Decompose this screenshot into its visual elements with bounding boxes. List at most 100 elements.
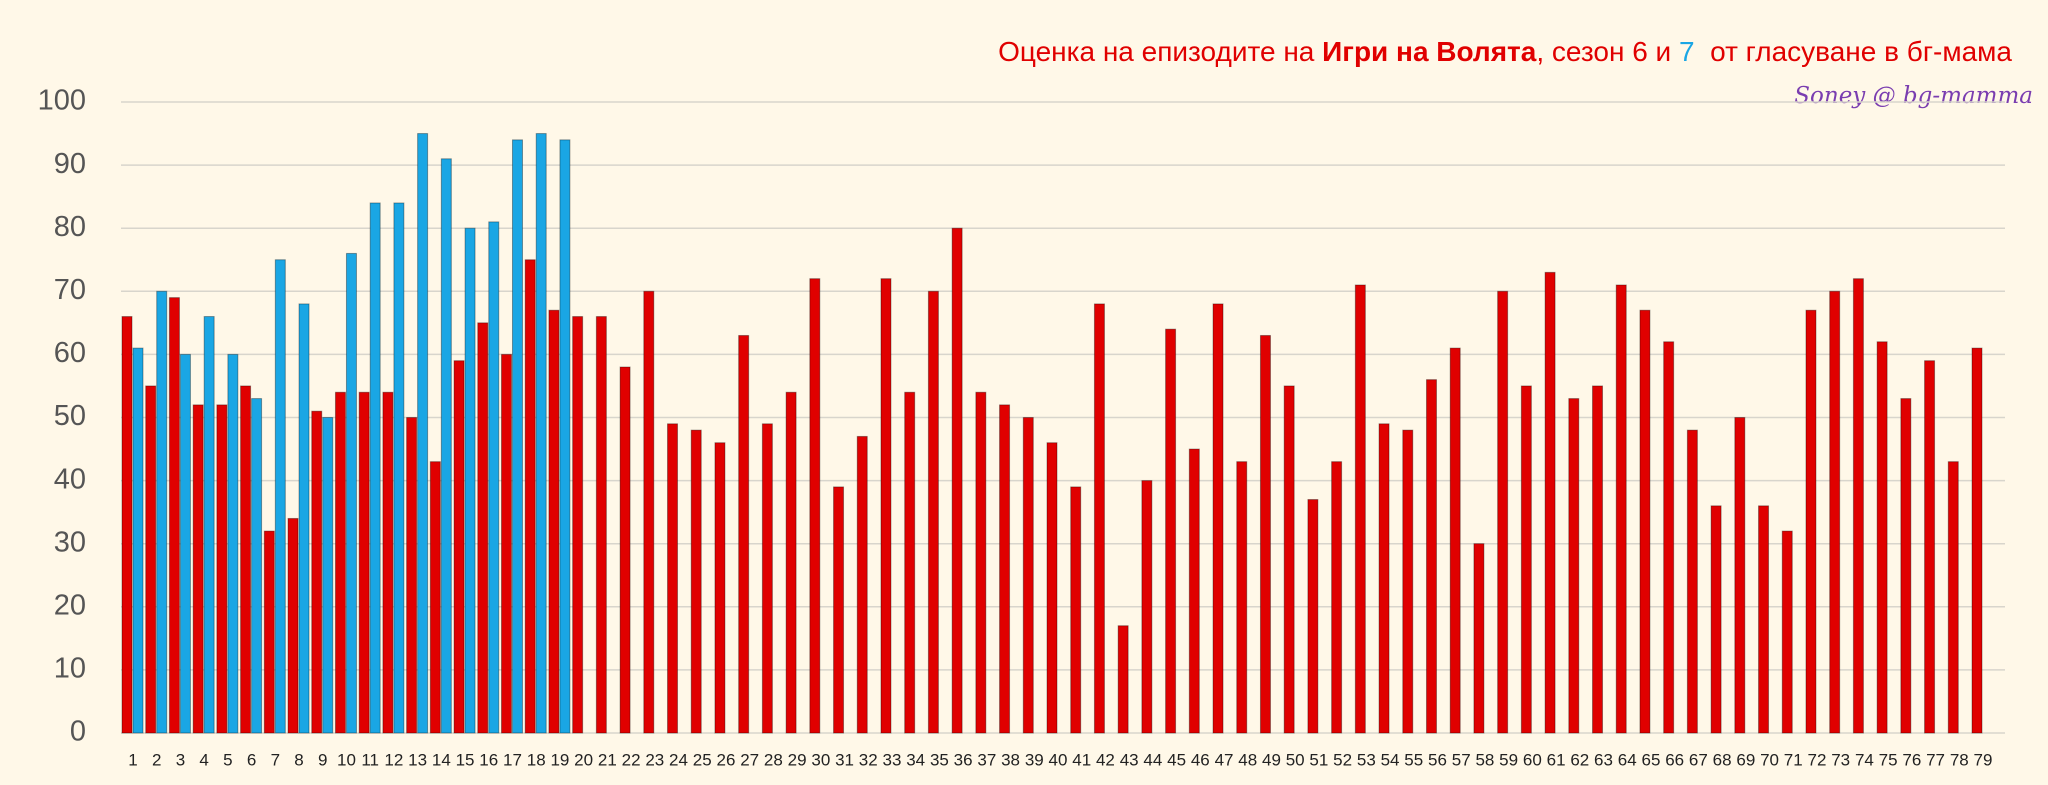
bar <box>322 417 334 734</box>
bar <box>1852 278 1864 734</box>
bar <box>714 442 726 734</box>
chart-title: Оценка на епизодите на Игри на Волята, с… <box>998 36 2012 67</box>
bar <box>1283 385 1295 734</box>
x-tick-label: 52 <box>1333 750 1352 769</box>
bar <box>667 423 679 734</box>
x-tick-label: 53 <box>1357 750 1376 769</box>
bar <box>1117 625 1129 734</box>
y-tick-label: 10 <box>54 653 86 685</box>
bar <box>1141 480 1153 734</box>
x-tick-label: 41 <box>1072 750 1091 769</box>
bar <box>464 227 476 734</box>
x-tick-label: 36 <box>954 750 973 769</box>
bar <box>880 278 892 734</box>
x-tick-label: 57 <box>1452 750 1471 769</box>
bar <box>417 133 429 734</box>
x-tick-label: 6 <box>247 750 256 769</box>
x-tick-label: 1 <box>128 750 137 769</box>
bar <box>179 353 191 734</box>
bar <box>595 316 607 734</box>
x-tick-label: 12 <box>384 750 403 769</box>
chart-subtitle: Soney @ bg-mamma <box>1794 83 2033 109</box>
x-tick-label: 4 <box>199 750 208 769</box>
x-tick-label: 77 <box>1926 750 1945 769</box>
x-tick-label: 50 <box>1286 750 1305 769</box>
bar <box>1070 486 1082 734</box>
bar <box>1781 530 1793 734</box>
x-tick-label: 48 <box>1238 750 1257 769</box>
x-tick-label: 66 <box>1665 750 1684 769</box>
bar <box>121 316 133 734</box>
x-tick-label: 76 <box>1902 750 1921 769</box>
bar <box>1829 290 1841 734</box>
bar <box>548 309 560 734</box>
x-tick-label: 24 <box>669 750 688 769</box>
y-tick-label: 80 <box>54 211 86 243</box>
bar <box>1568 398 1580 734</box>
bar <box>1520 385 1532 734</box>
bar <box>1592 385 1604 734</box>
x-tick-label: 2 <box>152 750 161 769</box>
x-tick-label: 15 <box>456 750 475 769</box>
bar <box>203 316 215 734</box>
bar <box>1449 347 1461 734</box>
x-tick-label: 30 <box>811 750 830 769</box>
x-tick-label: 3 <box>176 750 185 769</box>
bar <box>1236 461 1248 734</box>
x-tick-label: 65 <box>1641 750 1660 769</box>
x-tick-label: 54 <box>1381 750 1400 769</box>
bar <box>298 303 310 734</box>
x-tick-label: 27 <box>740 750 759 769</box>
x-tick-label: 22 <box>622 750 641 769</box>
bar <box>1639 309 1651 734</box>
bar <box>738 334 750 734</box>
bar <box>334 391 346 734</box>
y-tick-label: 20 <box>54 589 86 621</box>
bar <box>132 347 144 734</box>
bar <box>975 391 987 734</box>
x-tick-label: 14 <box>432 750 451 769</box>
bar <box>1354 284 1366 734</box>
x-tick-label: 5 <box>223 750 232 769</box>
bar <box>999 404 1011 734</box>
bar <box>1615 284 1627 734</box>
bar <box>1046 442 1058 734</box>
x-tick-label: 33 <box>883 750 902 769</box>
x-tick-label: 23 <box>645 750 664 769</box>
bar <box>440 158 452 734</box>
x-tick-label: 58 <box>1475 750 1494 769</box>
bar <box>1900 398 1912 734</box>
bar <box>240 385 252 734</box>
x-tick-label: 49 <box>1262 750 1281 769</box>
bar <box>227 353 239 734</box>
bar <box>690 429 702 734</box>
x-tick-label: 21 <box>598 750 617 769</box>
bar <box>1924 360 1936 734</box>
x-tick-label: 68 <box>1713 750 1732 769</box>
title-part: Оценка на епизодите на <box>998 36 1322 67</box>
bar <box>785 391 797 734</box>
y-tick-label: 60 <box>54 337 86 369</box>
bar <box>1805 309 1817 734</box>
x-tick-label: 38 <box>1001 750 1020 769</box>
x-tick-label: 67 <box>1689 750 1708 769</box>
bar <box>156 290 168 734</box>
x-tick-label: 20 <box>574 750 593 769</box>
x-tick-label: 75 <box>1879 750 1898 769</box>
bar <box>393 202 405 734</box>
bar <box>1378 423 1390 734</box>
x-tick-label: 17 <box>503 750 522 769</box>
bar <box>287 517 299 734</box>
x-tick-label: 71 <box>1784 750 1803 769</box>
bar <box>1307 499 1319 734</box>
x-tick-label: 26 <box>716 750 735 769</box>
bar <box>1188 448 1200 734</box>
x-tick-label: 78 <box>1950 750 1969 769</box>
y-tick-label: 40 <box>54 463 86 495</box>
bar <box>761 423 773 734</box>
x-tick-label: 19 <box>550 750 569 769</box>
y-tick-label: 30 <box>54 526 86 558</box>
bar <box>145 385 157 734</box>
